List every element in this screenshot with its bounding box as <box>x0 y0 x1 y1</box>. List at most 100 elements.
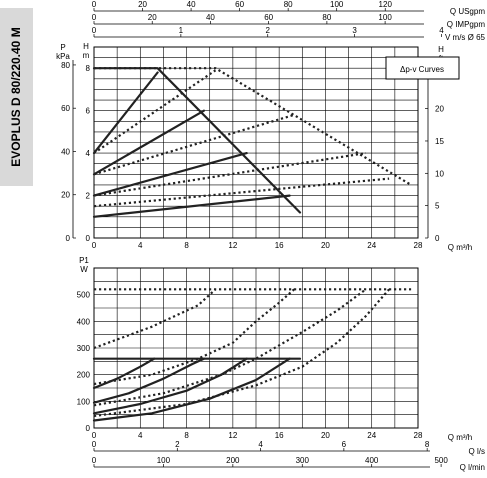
power-y-tick: 500 <box>77 291 91 300</box>
power-y-tick: 200 <box>77 371 91 380</box>
power-x-tick: 16 <box>275 431 284 440</box>
power-curve-5 <box>92 357 291 422</box>
top-scale-tick-label: 0 <box>92 0 97 9</box>
power-y-tick: 400 <box>77 317 91 326</box>
head-y-tick: 4 <box>86 149 91 158</box>
top-scale-tick-label: 80 <box>284 0 293 9</box>
power-x-tick: 20 <box>321 431 330 440</box>
bottom-scale-tick-label: 0 <box>92 456 97 465</box>
power-y-tick: 300 <box>77 344 91 353</box>
head-y-tick: 2 <box>86 192 91 201</box>
power-x-tick: 28 <box>414 431 423 440</box>
head-curve-5 <box>92 194 291 218</box>
ft-label: H <box>438 45 444 54</box>
bottom-scale-tick-label: 0 <box>92 440 97 449</box>
bottom-scale-tick-label: 100 <box>157 456 171 465</box>
power-curve-7 <box>93 288 217 350</box>
head-x-tick: 20 <box>321 241 330 250</box>
head-curve-3 <box>92 109 205 176</box>
top-scale-tick-label: 0 <box>92 13 97 22</box>
power-curve-8 <box>93 288 295 386</box>
head-curve-4 <box>92 152 248 197</box>
power-curve-4 <box>92 357 248 415</box>
power-curve-2 <box>92 357 156 390</box>
bottom-scale-tick-label: 300 <box>296 456 310 465</box>
bottom-scale-tick-label: 4 <box>258 440 263 449</box>
kpa-tick-label: 20 <box>61 191 70 200</box>
bottom-scale-tick-label: 400 <box>365 456 379 465</box>
bottom-scale-label: Q l/min <box>460 463 485 472</box>
head-y-tick: 8 <box>86 64 91 73</box>
power-curve-9 <box>93 288 367 407</box>
power-x-tick: 4 <box>138 431 143 440</box>
bottom-scale-tick-label: 2 <box>175 440 180 449</box>
top-scale-tick-label: 20 <box>138 0 147 9</box>
ft-tick-label: 20 <box>435 105 444 114</box>
kpa-label: P <box>60 43 65 52</box>
kpa-tick-label: 60 <box>61 104 70 113</box>
kpa-tick-label: 80 <box>61 61 70 70</box>
power-y-tick: 100 <box>77 397 91 406</box>
head-y-tick: 0 <box>86 234 91 243</box>
head-x-tick: 4 <box>138 241 143 250</box>
ft-tick-label: 10 <box>435 169 444 178</box>
power-y-unit: W <box>80 265 88 274</box>
legend-text: Δp-v Curves <box>400 65 444 74</box>
ft-tick-label: 5 <box>435 202 440 211</box>
head-x-tick: 8 <box>184 241 189 250</box>
top-scale-tick-label: 0 <box>92 26 97 35</box>
kpa-unit: kPa <box>56 52 70 61</box>
power-x-tick: 8 <box>184 431 189 440</box>
head-curve-7 <box>93 69 217 155</box>
head-x-tick: 12 <box>228 241 237 250</box>
head-x-tick: 0 <box>92 241 97 250</box>
power-curve-3 <box>92 357 205 404</box>
power-curve-10 <box>93 288 390 418</box>
top-scale-tick-label: 100 <box>378 13 392 22</box>
top-scale-tick-label: 40 <box>206 13 215 22</box>
ft-tick-label: 0 <box>435 234 440 243</box>
model-sidebar <box>0 8 33 186</box>
power-x-label: Q m³/h <box>448 433 472 442</box>
head-curve-2 <box>92 71 159 155</box>
head-x-tick: 28 <box>414 241 423 250</box>
power-x-tick: 12 <box>228 431 237 440</box>
top-scale-tick-label: 60 <box>264 13 273 22</box>
top-scale-label: V m/s Ø 65 <box>445 33 486 42</box>
power-x-tick: 0 <box>92 431 97 440</box>
head-x-tick: 24 <box>367 241 376 250</box>
head-x-label: Q m³/h <box>448 243 472 252</box>
top-scale-tick-label: 1 <box>179 26 184 35</box>
top-scale-tick-label: 3 <box>352 26 357 35</box>
top-scale-tick-label: 2 <box>265 26 270 35</box>
top-scale-label: Q USgpm <box>450 7 485 16</box>
head-x-tick: 16 <box>275 241 284 250</box>
head-curve-6 <box>94 67 412 186</box>
head-curve-9 <box>93 152 367 197</box>
power-y-tick: 0 <box>86 424 91 433</box>
top-scale-tick-label: 100 <box>330 0 344 9</box>
kpa-tick-label: 0 <box>66 234 71 243</box>
top-scale-tick-label: 60 <box>235 0 244 9</box>
head-y-label: H <box>83 42 89 51</box>
top-scale-tick-label: 80 <box>322 13 331 22</box>
head-y-unit: m <box>83 51 90 60</box>
bottom-scale-label: Q l/s <box>469 447 485 456</box>
top-scale-tick-label: 20 <box>148 13 157 22</box>
top-scale-tick-label: 4 <box>439 26 444 35</box>
ft-tick-label: 15 <box>435 137 444 146</box>
head-y-tick: 6 <box>86 107 91 116</box>
bottom-scale-tick-label: 6 <box>342 440 347 449</box>
top-scale-tick-label: 120 <box>379 0 393 9</box>
power-y-label: P1 <box>79 256 89 265</box>
head-curve-8 <box>93 113 295 176</box>
legend-box <box>385 56 460 80</box>
bottom-scale-tick-label: 8 <box>425 440 430 449</box>
bottom-scale-tick-label: 500 <box>434 456 448 465</box>
top-scale-tick-label: 40 <box>187 0 196 9</box>
bottom-scale-tick-label: 200 <box>226 456 240 465</box>
kpa-tick-label: 40 <box>61 147 70 156</box>
power-x-tick: 24 <box>367 431 376 440</box>
head-curve-10 <box>93 177 390 208</box>
